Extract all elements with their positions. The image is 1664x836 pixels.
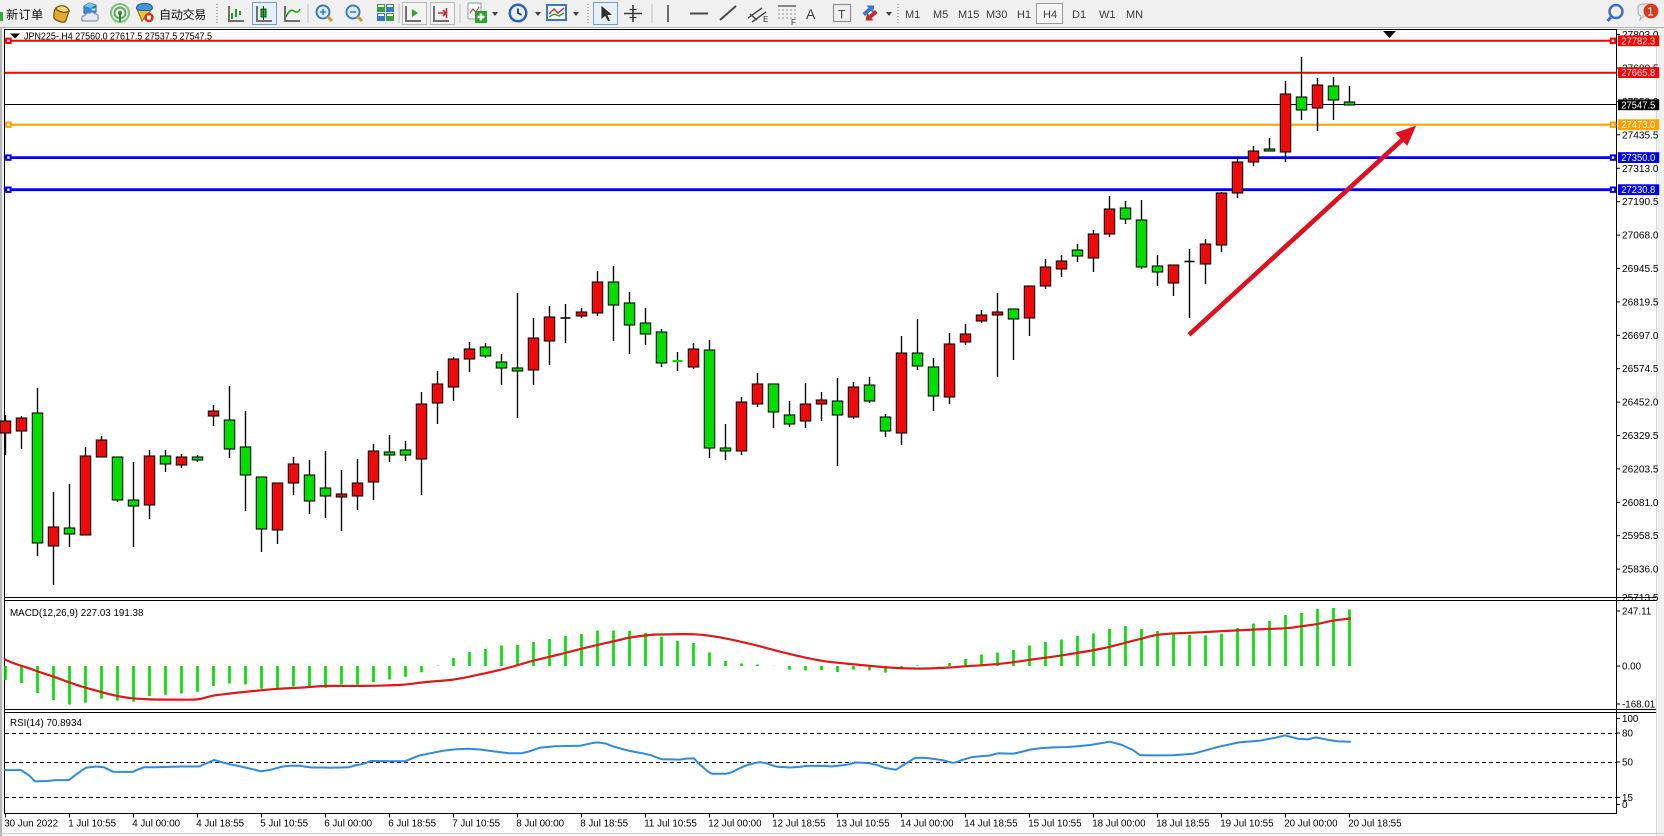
svg-text:F: F <box>791 18 796 27</box>
svg-text:0: 0 <box>1622 800 1628 811</box>
svg-text:1: 1 <box>1647 7 1653 19</box>
svg-text:19 Jul 10:55: 19 Jul 10:55 <box>1220 819 1274 830</box>
svg-text:30 Jun 2022: 30 Jun 2022 <box>4 819 58 830</box>
svg-text:12 Jul 18:55: 12 Jul 18:55 <box>772 819 826 830</box>
svg-text:14 Jul 18:55: 14 Jul 18:55 <box>964 819 1018 830</box>
svg-text:MACD(12,26,9) 227.03 191.38: MACD(12,26,9) 227.03 191.38 <box>10 608 144 619</box>
svg-text:20 Jul 00:00: 20 Jul 00:00 <box>1284 819 1338 830</box>
svg-text:12 Jul 00:00: 12 Jul 00:00 <box>708 819 762 830</box>
svg-text:8 Jul 00:00: 8 Jul 00:00 <box>516 819 564 830</box>
svg-text:26081.0: 26081.0 <box>1622 498 1659 509</box>
svg-text:H4: H4 <box>1043 9 1057 21</box>
svg-text:M1: M1 <box>905 9 920 21</box>
svg-text:A: A <box>806 6 816 22</box>
svg-text:W1: W1 <box>1099 9 1116 21</box>
svg-text:T: T <box>838 8 846 22</box>
svg-text:26697.0: 26697.0 <box>1622 331 1659 342</box>
svg-text:13 Jul 10:55: 13 Jul 10:55 <box>836 819 890 830</box>
svg-text:26452.0: 26452.0 <box>1622 398 1659 409</box>
svg-text:18 Jul 00:00: 18 Jul 00:00 <box>1092 819 1146 830</box>
svg-text:RSI(14) 70.8934: RSI(14) 70.8934 <box>10 718 82 729</box>
svg-text:27782.3: 27782.3 <box>1621 36 1656 47</box>
svg-text:H1: H1 <box>1017 9 1031 21</box>
svg-text:27665.8: 27665.8 <box>1621 68 1656 79</box>
svg-text:100: 100 <box>1622 714 1639 725</box>
svg-text:20 Jul 18:55: 20 Jul 18:55 <box>1348 819 1402 830</box>
svg-text:27350.0: 27350.0 <box>1621 153 1656 164</box>
svg-text:15 Jul 10:55: 15 Jul 10:55 <box>1028 819 1082 830</box>
svg-text:18 Jul 18:55: 18 Jul 18:55 <box>1156 819 1210 830</box>
svg-text:7 Jul 10:55: 7 Jul 10:55 <box>452 819 500 830</box>
svg-text:26574.5: 26574.5 <box>1622 364 1659 375</box>
svg-text:JPN225-.H4 27560.0 27617.5 27: JPN225-.H4 27560.0 27617.5 27537.5 27547… <box>24 32 212 43</box>
svg-text:25713.5: 25713.5 <box>1622 593 1659 604</box>
svg-text:5 Jul 10:55: 5 Jul 10:55 <box>260 819 308 830</box>
svg-text:11 Jul 10:55: 11 Jul 10:55 <box>644 819 697 830</box>
svg-text:M5: M5 <box>933 9 948 21</box>
svg-text:14 Jul 00:00: 14 Jul 00:00 <box>900 819 954 830</box>
svg-text:1 Jul 10:55: 1 Jul 10:55 <box>68 819 116 830</box>
svg-text:27473.0: 27473.0 <box>1621 120 1656 131</box>
svg-text:0.00: 0.00 <box>1622 662 1642 673</box>
svg-text:M15: M15 <box>958 9 979 21</box>
svg-text:MN: MN <box>1126 9 1143 21</box>
svg-text:25836.0: 25836.0 <box>1622 565 1659 576</box>
svg-text:27190.5: 27190.5 <box>1622 197 1659 208</box>
svg-text:6 Jul 00:00: 6 Jul 00:00 <box>324 819 372 830</box>
svg-text:6 Jul 18:55: 6 Jul 18:55 <box>388 819 436 830</box>
svg-text:E: E <box>763 15 768 24</box>
svg-text:80: 80 <box>1622 729 1633 740</box>
svg-text:27435.5: 27435.5 <box>1622 130 1659 141</box>
svg-text:27547.5: 27547.5 <box>1621 100 1656 111</box>
svg-text:27068.0: 27068.0 <box>1622 231 1659 242</box>
svg-text:50: 50 <box>1622 758 1633 769</box>
svg-text:27230.8: 27230.8 <box>1621 185 1656 196</box>
svg-text:4 Jul 18:55: 4 Jul 18:55 <box>196 819 244 830</box>
svg-text:25958.5: 25958.5 <box>1622 531 1659 542</box>
svg-text:26203.5: 26203.5 <box>1622 464 1659 475</box>
svg-text:26945.5: 26945.5 <box>1622 264 1659 275</box>
svg-text:15: 15 <box>1622 793 1633 804</box>
svg-text:D1: D1 <box>1072 9 1086 21</box>
svg-text:26329.5: 26329.5 <box>1622 431 1659 442</box>
svg-text:4 Jul 00:00: 4 Jul 00:00 <box>132 819 180 830</box>
svg-text:-168.01: -168.01 <box>1622 700 1655 711</box>
svg-text:26819.5: 26819.5 <box>1622 297 1659 308</box>
svg-text:247.11: 247.11 <box>1622 607 1651 618</box>
svg-text:8 Jul 18:55: 8 Jul 18:55 <box>580 819 628 830</box>
svg-text:27313.0: 27313.0 <box>1622 164 1659 175</box>
svg-text:M30: M30 <box>986 9 1007 21</box>
